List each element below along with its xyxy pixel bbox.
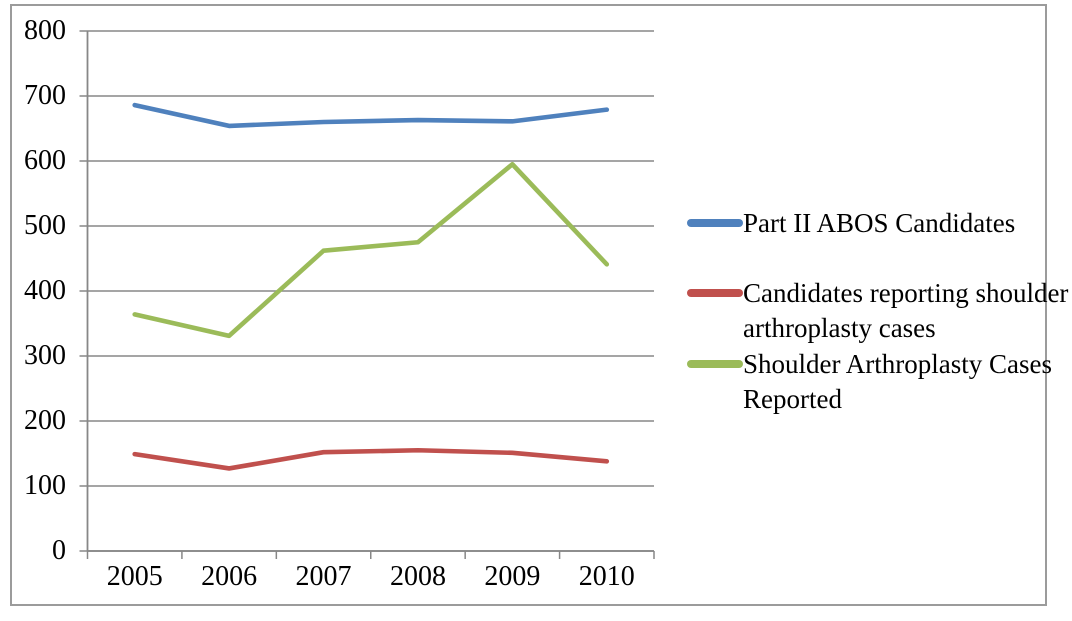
x-tick-label: 2008 (389, 561, 446, 592)
y-tick-label: 300 (24, 340, 66, 371)
legend-item: Candidates reporting shoulder arthroplas… (687, 276, 1072, 346)
y-tick-label: 200 (24, 405, 66, 436)
y-tick-label: 0 (52, 535, 66, 566)
series-line-2 (132, 161, 610, 339)
x-tick-label: 2007 (295, 561, 352, 592)
legend-swatch-icon (687, 219, 743, 227)
y-tick-label: 800 (24, 15, 66, 46)
legend-label: Part II ABOS Candidates (743, 208, 1016, 238)
x-tick-label: 2005 (106, 561, 163, 592)
y-tick-label: 700 (24, 80, 66, 111)
gridlines (87, 30, 654, 552)
legend-label: Candidates reporting shoulder arthroplas… (743, 278, 1069, 343)
x-tick-label: 2009 (484, 561, 541, 592)
y-tick-label: 100 (24, 470, 66, 501)
series-line-0 (132, 102, 610, 129)
x-tick-label: 2006 (201, 561, 258, 592)
series-lines (132, 102, 610, 471)
legend-label: Shoulder Arthroplasty Cases Reported (743, 349, 1052, 414)
legend-item: Shoulder Arthroplasty Cases Reported (687, 347, 1072, 417)
y-tick-label: 500 (24, 210, 66, 241)
x-tick-label: 2010 (578, 561, 635, 592)
axes (79, 30, 655, 559)
legend-swatch-icon (687, 360, 743, 368)
series-line-1 (132, 447, 610, 471)
chart-border (10, 4, 1047, 606)
legend-swatch-icon (687, 289, 743, 297)
y-tick-label: 400 (24, 275, 66, 306)
legend-item: Part II ABOS Candidates (687, 206, 1072, 241)
y-tick-label: 600 (24, 145, 66, 176)
